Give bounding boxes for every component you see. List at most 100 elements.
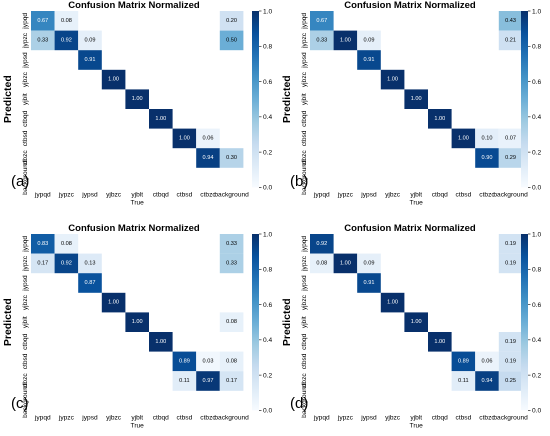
colorbar-tick-label: 0.4: [532, 337, 541, 344]
x-tick-label: yjblt: [410, 414, 422, 421]
cell-ctbqd-background: [498, 332, 523, 352]
cell-ctbzc-background: [219, 371, 244, 391]
x-axis-label: True: [410, 199, 424, 206]
cell-ctbsd-ctbzc: [196, 351, 220, 372]
cell-value-label: 0.67: [316, 18, 327, 24]
x-tick-label: jypzc: [58, 414, 75, 421]
panel-letter: (a): [11, 173, 29, 190]
cell-ctbsd-ctbsd: [451, 351, 476, 372]
cell-value-label: 0.92: [61, 260, 72, 266]
panel-c-title: Confusion Matrix Normalized: [68, 223, 200, 234]
cell-value-label: 1.00: [132, 96, 143, 102]
cell-value-label: 0.06: [203, 135, 214, 141]
cell-yjblt-yjblt: [125, 89, 149, 109]
cell-ctbzc-ctbzc: [475, 148, 499, 168]
cell-ctbzc-ctbsd: [172, 371, 197, 391]
y-tick-label: jypzc: [301, 32, 308, 49]
cell-ctbzc-ctbsd: [451, 371, 476, 391]
cell-value-label: 0.33: [37, 37, 48, 43]
y-tick-label: jypqd: [22, 236, 29, 253]
y-tick-label: ctbqd: [22, 333, 29, 349]
y-tick-label: ctbqd: [301, 333, 308, 349]
cell-value-label: 0.91: [364, 57, 375, 63]
y-tick-label: jypsd: [301, 275, 308, 292]
cell-ctbzc-background: [498, 371, 523, 391]
cell-jypsd-jypsd: [357, 273, 381, 293]
y-tick-label: background: [22, 383, 29, 418]
y-tick-label: jypzc: [22, 255, 29, 272]
cell-ctbqd-ctbqd: [428, 332, 452, 352]
cell-ctbqd-ctbqd: [149, 332, 173, 352]
colorbar-tick-label: 0.6: [263, 302, 272, 309]
colorbar-tick-label: 1.0: [532, 231, 541, 238]
cell-value-label: 0.17: [37, 260, 48, 266]
y-axis-label: Predicted: [2, 75, 14, 123]
colorbar: [252, 234, 259, 411]
x-axis-label: True: [410, 422, 424, 429]
cell-ctbzc-ctbzc: [196, 371, 220, 391]
cell-value-label: 0.29: [505, 155, 516, 161]
colorbar-tick-label: 1.0: [263, 231, 272, 238]
x-axis-label: True: [131, 199, 145, 206]
cell-value-label: 0.03: [203, 358, 214, 364]
cell-value-label: 0.09: [85, 37, 96, 43]
cell-jypzc-jypzc: [54, 253, 79, 274]
cell-value-label: 0.19: [505, 339, 516, 345]
panel-b-title: Confusion Matrix Normalized: [344, 0, 476, 11]
y-tick-label: yjblt: [301, 93, 308, 105]
x-tick-label: ctbqd: [432, 414, 448, 421]
x-tick-label: ctbqd: [153, 414, 169, 421]
y-tick-label: ctbzc: [22, 150, 29, 166]
cell-ctbsd-background: [498, 128, 523, 149]
x-tick-label: yjbzc: [106, 191, 122, 198]
colorbar-tick-label: 0.2: [263, 372, 272, 379]
x-tick-label: background: [214, 414, 249, 421]
cell-value-label: 0.91: [85, 57, 96, 63]
colorbar-tick-label: 0.8: [532, 267, 541, 274]
y-tick-label: background: [301, 383, 308, 418]
colorbar-tick-label: 0.8: [263, 44, 272, 51]
x-tick-label: ctbsd: [456, 191, 472, 198]
cell-value-label: 0.83: [37, 241, 48, 247]
x-tick-label: yjbzc: [385, 414, 401, 421]
colorbar-tick-label: 0.0: [263, 185, 272, 192]
cell-yjbzc-yjbzc: [380, 69, 405, 90]
cell-value-label: 0.90: [482, 155, 493, 161]
x-tick-label: jypsd: [360, 414, 377, 421]
x-tick-label: jypsd: [81, 414, 98, 421]
cell-value-label: 0.33: [226, 260, 237, 266]
cell-value-label: 1.00: [411, 319, 422, 325]
x-tick-label: ctbqd: [153, 191, 169, 198]
y-axis-label: Predicted: [281, 75, 293, 123]
y-tick-label: jypqd: [301, 236, 308, 253]
y-tick-label: yjblt: [22, 316, 29, 328]
y-tick-label: ctbsd: [22, 130, 29, 146]
cell-value-label: 0.06: [482, 358, 493, 364]
cell-jypzc-jypzc: [333, 30, 358, 51]
cell-yjblt-yjblt: [125, 312, 149, 332]
cell-value-label: 1.00: [340, 260, 351, 266]
colorbar-tick-label: 0.0: [532, 185, 541, 192]
cell-jypsd-jypsd: [357, 50, 381, 70]
y-axis-label: Predicted: [2, 298, 14, 346]
cell-jypzc-jypqd: [31, 30, 55, 51]
y-tick-label: yjblt: [22, 93, 29, 105]
cell-ctbzc-ctbzc: [196, 148, 220, 168]
cell-value-label: 1.00: [458, 135, 469, 141]
cell-jypzc-jypqd: [31, 253, 55, 274]
cell-value-label: 0.97: [203, 378, 214, 384]
cell-yjbzc-yjbzc: [101, 69, 126, 90]
panel-c: Confusion Matrix Normalized 0.83 0.08 0.33 0…: [2, 223, 272, 429]
cell-jypzc-jypzc: [54, 30, 79, 51]
cell-value-label: 1.00: [179, 135, 190, 141]
cell-jypzc-jypsd: [78, 30, 102, 51]
x-tick-label: yjblt: [410, 191, 422, 198]
cell-value-label: 0.89: [179, 358, 190, 364]
panel-letter: (d): [290, 395, 308, 412]
cell-value-label: 0.11: [179, 378, 189, 384]
cell-jypqd-jypqd: [31, 11, 55, 31]
cell-value-label: 0.92: [61, 37, 72, 43]
cell-jypzc-jypqd: [310, 253, 334, 274]
cell-yjblt-yjblt: [404, 89, 428, 109]
cell-value-label: 0.17: [226, 378, 237, 384]
